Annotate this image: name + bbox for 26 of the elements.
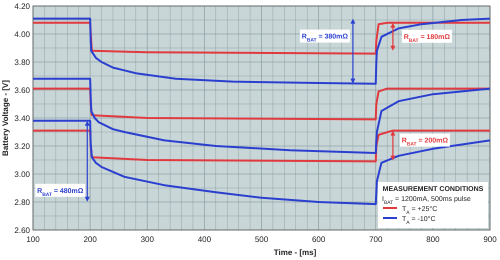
x-tick-label: 900: [483, 235, 498, 244]
y-tick-label: 3.00: [14, 170, 31, 179]
x-tick-label: 100: [26, 235, 40, 244]
x-tick-label: 200: [83, 235, 98, 244]
y-tick-label: 3.20: [14, 142, 31, 151]
y-axis-title: Battery Voltage - [V]: [1, 80, 10, 156]
line-series: [32, 78, 491, 154]
line-series: [32, 18, 491, 85]
x-axis-title: Time - [ms]: [274, 248, 317, 257]
line-series: [32, 120, 491, 206]
x-tick-label: 700: [369, 235, 383, 244]
y-tick-label: 4.20: [14, 2, 31, 11]
y-tick-label: 2.80: [14, 198, 31, 207]
x-tick-label: 300: [140, 235, 154, 244]
y-tick-label: 3.60: [14, 86, 31, 95]
y-tick-label: 4.00: [14, 30, 31, 39]
x-tick-label: 400: [198, 235, 212, 244]
line-series: [32, 130, 491, 162]
line-series: [32, 22, 491, 55]
x-tick-label: 600: [312, 235, 326, 244]
x-tick-label: 800: [426, 235, 440, 244]
y-tick-label: 3.80: [14, 58, 31, 67]
x-tick-label: 500: [254, 235, 269, 244]
y-tick-label: 2.60: [14, 226, 31, 235]
line-series: [32, 88, 491, 120]
y-tick-label: 3.40: [14, 114, 31, 123]
